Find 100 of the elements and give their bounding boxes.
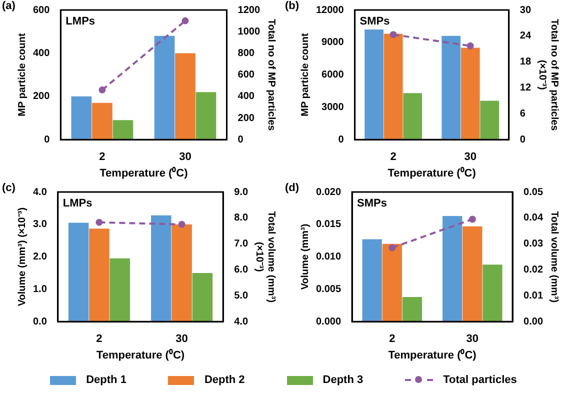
y-tick-label: 3.0 [32,219,48,230]
y2-tick-label: 1200 [238,4,260,16]
y2-tick-label: 600 [238,70,255,81]
y-tick-label: 200 [32,91,50,102]
y2-tick-label: 0.03 [524,238,544,250]
x-axis-title: Temperature (⁰C) [96,348,185,362]
y2-tick-label: 6 [520,108,526,120]
chart-title: (d) [285,182,300,194]
bar [172,224,192,322]
bar [382,244,402,322]
x-tick-label: 2 [96,333,102,346]
y2-tick-label: 800 [238,48,255,59]
bar [362,239,382,322]
y2-tick-label: 0.02 [524,264,544,276]
bar [402,296,422,322]
x-axis-title: Temperature (⁰C) [388,166,476,180]
bar [71,96,92,140]
x-tick-label: 30 [179,151,192,164]
x-axis-title: Temperature (⁰C) [388,348,477,362]
y-tick-label: 600 [32,4,50,16]
y2-tick-label: 4.0 [234,316,248,328]
y-axis-title: MP particle count [16,32,28,116]
bar [442,36,461,140]
x-tick-label: 2 [99,151,106,164]
y2-tick-label: 400 [238,91,255,102]
y2-tick-label: 8.0 [234,212,248,224]
bar [364,29,384,140]
y2-axis-title: Total volume (mm³) (×10⁻³) [253,211,276,303]
legend-label: Depth 1 [86,374,126,386]
y-tick-label: 2.0 [32,252,48,263]
y-axis-title: MP particle count [300,32,311,116]
y-tick-label: 1.0 [32,284,48,295]
y2-tick-label: 0.01 [524,290,544,302]
y2-tick-label: 6.0 [234,264,248,276]
y2-axis-title: Total volume (mm³) [548,211,560,303]
bar [480,100,500,140]
bar [403,93,422,140]
y2-tick-label: 200 [238,112,255,124]
y-tick-label: 0.020 [316,186,342,198]
y-tick-label: 0.015 [316,219,342,230]
x-tick-label: 2 [390,151,396,164]
y-tick-label: 0.000 [316,316,342,328]
bar [154,36,175,140]
y2-tick-label: 0.04 [524,212,544,224]
x-tick-label: 30 [466,333,479,346]
annotation: LMPs [62,198,92,210]
legend-label: Depth 2 [204,374,245,386]
y2-tick-label: 0.05 [524,186,544,198]
y-tick-label: 400 [32,48,50,59]
bar [482,264,502,322]
bar [384,34,403,140]
y2-tick-label: 0 [238,134,244,146]
y2-tick-label: 0.00 [524,316,544,328]
bar [460,48,480,140]
y2-tick-label: 24 [520,30,532,42]
y-tick-label: 3000 [322,102,344,113]
annotation: SMPs [360,16,390,28]
legend-label: Total particles [443,374,517,386]
y2-tick-label: 1000 [238,26,260,38]
y2-tick-label: 5.0 [234,290,248,302]
y2-tick-label: 7.0 [234,238,248,250]
x-tick-label: 30 [176,333,188,346]
bar [196,92,216,140]
y2-axis-title: Total no of MP particles (×10⁻³) [536,18,560,132]
annotation: LMPs [66,16,96,28]
bar [92,102,112,140]
y2-axis-title: Total no of MP particles [265,18,276,132]
y2-tick-label: 9.0 [234,186,248,198]
y-tick-label: 9000 [322,37,344,48]
y-tick-label: 0 [338,134,344,146]
y-tick-label: 0.0 [32,316,48,328]
x-axis-title: Temperature (⁰C) [100,166,188,180]
annotation: SMPs [357,198,387,210]
bar [89,228,110,322]
y2-tick-label: 18 [520,56,532,68]
x-tick-label: 2 [389,333,396,346]
y2-tick-label: 30 [520,4,532,16]
bar [175,53,196,140]
y-tick-label: 12000 [316,4,344,16]
legend-label: Depth 3 [322,374,364,386]
y-axis-title: Volume (mm³) [300,224,311,290]
bar [110,258,130,322]
bar [442,216,462,322]
y-tick-label: 4.0 [32,186,48,198]
bar [68,222,89,322]
chart-title: (c) [2,182,16,194]
x-tick-label: 30 [464,151,476,164]
y2-tick-label: 12 [520,82,532,94]
y-axis-title: Volume (mm³) (×10⁻³) [16,207,28,306]
y-tick-label: 0 [44,134,50,146]
chart-title: (a) [2,0,16,12]
y-tick-label: 6000 [322,70,344,81]
y-tick-label: 0.010 [316,252,342,263]
bar [192,273,213,322]
y2-tick-label: 0 [520,134,526,146]
bar [462,226,482,322]
chart-title: (b) [285,0,300,12]
bar [112,120,134,140]
bar [151,215,172,322]
y-tick-label: 0.005 [316,284,342,295]
